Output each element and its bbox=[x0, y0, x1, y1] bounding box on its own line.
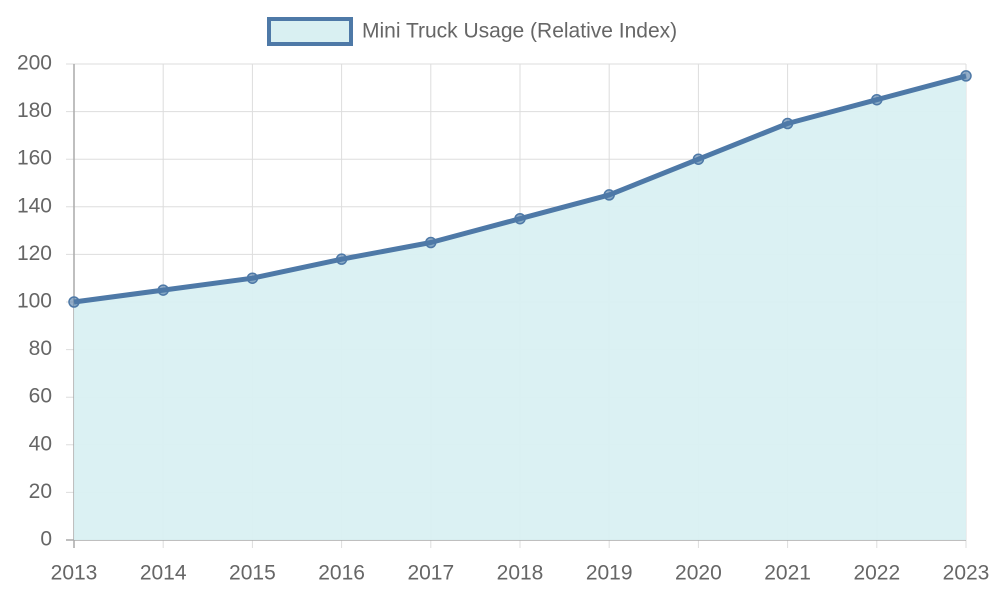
point bbox=[871, 93, 883, 106]
y-tick-label: 140 bbox=[17, 194, 52, 217]
y-tick-label: 0 bbox=[40, 528, 52, 551]
x-tick-label: 2016 bbox=[318, 562, 365, 585]
x-tick-label: 2014 bbox=[140, 562, 187, 585]
y-tick-label: 60 bbox=[29, 385, 52, 408]
area bbox=[74, 75, 966, 541]
point bbox=[960, 70, 972, 82]
point bbox=[603, 189, 615, 201]
y-tick-label: 180 bbox=[17, 99, 52, 122]
y-tick-label: 160 bbox=[17, 147, 52, 170]
y-tick-label: 100 bbox=[17, 290, 52, 313]
x-tick-label: 2021 bbox=[764, 562, 811, 585]
x-tick-label: 2020 bbox=[675, 562, 722, 585]
y-tick-label: 80 bbox=[29, 337, 52, 360]
y-tick-label: 40 bbox=[29, 432, 52, 455]
x-tick-label: 2018 bbox=[497, 562, 544, 585]
y-tick-label: 120 bbox=[17, 242, 52, 265]
point bbox=[514, 212, 526, 225]
point bbox=[425, 236, 437, 249]
point bbox=[335, 253, 348, 265]
x-tick-label: 2017 bbox=[407, 562, 454, 585]
point bbox=[157, 284, 169, 296]
x-tick-label: 2013 bbox=[51, 562, 98, 585]
x-tick-label: 2023 bbox=[943, 562, 990, 585]
x-tick-label: 2022 bbox=[853, 562, 900, 585]
legend-label: Mini Truck Usage (Relative Index) bbox=[362, 20, 677, 43]
x-tick-label: 2019 bbox=[586, 562, 633, 585]
y-tick-label: 200 bbox=[17, 52, 52, 75]
point bbox=[781, 117, 794, 130]
point bbox=[246, 272, 259, 284]
y-tick-label: 20 bbox=[29, 480, 52, 503]
point bbox=[68, 296, 80, 308]
x-tick-label: 2015 bbox=[229, 562, 276, 585]
point bbox=[692, 153, 705, 165]
legend-swatch bbox=[267, 17, 353, 46]
